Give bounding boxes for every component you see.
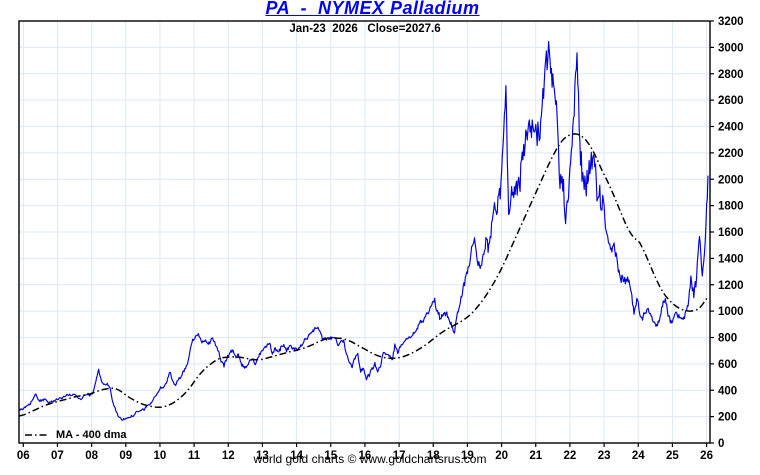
x-axis-tick-label: 17	[393, 450, 406, 462]
y-axis-tick-label: 2200	[718, 148, 744, 160]
x-axis-tick-label: 26	[700, 450, 713, 462]
y-axis-tick-label: 2600	[718, 95, 744, 107]
y-axis-tick-label: 600	[718, 359, 737, 371]
y-axis-tick-label: 2400	[718, 122, 744, 134]
x-axis-tick-label: 19	[461, 450, 474, 462]
ma-line	[18, 133, 709, 417]
y-axis-tick-label: 1200	[718, 280, 744, 292]
x-axis-tick-label: 15	[324, 450, 337, 462]
y-axis-tick-label: 1800	[718, 201, 744, 213]
x-axis-tick-label: 23	[598, 450, 611, 462]
y-axis-tick-label: 1400	[718, 253, 744, 265]
chart-footer: world gold charts © www.goldchartsrus.co…	[253, 452, 487, 466]
y-axis-tick-label: 800	[718, 333, 737, 345]
y-axis-tick-label: 3200	[718, 16, 744, 28]
y-axis-tick-label: 2800	[718, 69, 744, 81]
x-axis-tick-label: 09	[119, 450, 132, 462]
x-axis-tick-label: 20	[495, 450, 508, 462]
x-axis-tick-label: 22	[564, 450, 577, 462]
price-line	[18, 40, 709, 421]
y-axis-tick-label: 3000	[718, 42, 744, 54]
y-axis-tick-label: 0	[718, 438, 724, 450]
ma-legend: MA - 400 dma	[24, 429, 127, 441]
x-axis-tick-label: 07	[51, 450, 64, 462]
y-axis-tick-label: 200	[718, 412, 737, 424]
x-axis-tick-label: 25	[666, 450, 679, 462]
x-axis-tick-label: 08	[85, 450, 98, 462]
y-axis-tick-label: 1600	[718, 227, 744, 239]
y-axis-tick-label: 400	[718, 385, 737, 397]
x-axis-tick-label: 11	[188, 450, 201, 462]
ma-legend-label: MA - 400 dma	[56, 429, 127, 441]
chart-title: PA - NYMEX Palladium	[265, 0, 480, 18]
x-axis-tick-label: 16	[359, 450, 372, 462]
x-axis-tick-label: 21	[529, 450, 542, 462]
x-axis-tick-label: 14	[290, 450, 303, 462]
x-axis-tick-label: 10	[154, 450, 167, 462]
x-axis-tick-label: 12	[222, 450, 235, 462]
x-axis-tick-label: 06	[17, 450, 30, 462]
y-axis-tick-label: 1000	[718, 306, 744, 318]
y-axis-tick-label: 2000	[718, 174, 744, 186]
x-axis-tick-label: 18	[427, 450, 440, 462]
x-axis-tick-label: 13	[256, 450, 269, 462]
chart-subtitle: Jan-23 2026 Close=2027.6	[289, 23, 441, 35]
x-axis-tick-label: 24	[632, 450, 645, 462]
ma-legend-dash-icon	[25, 434, 49, 436]
